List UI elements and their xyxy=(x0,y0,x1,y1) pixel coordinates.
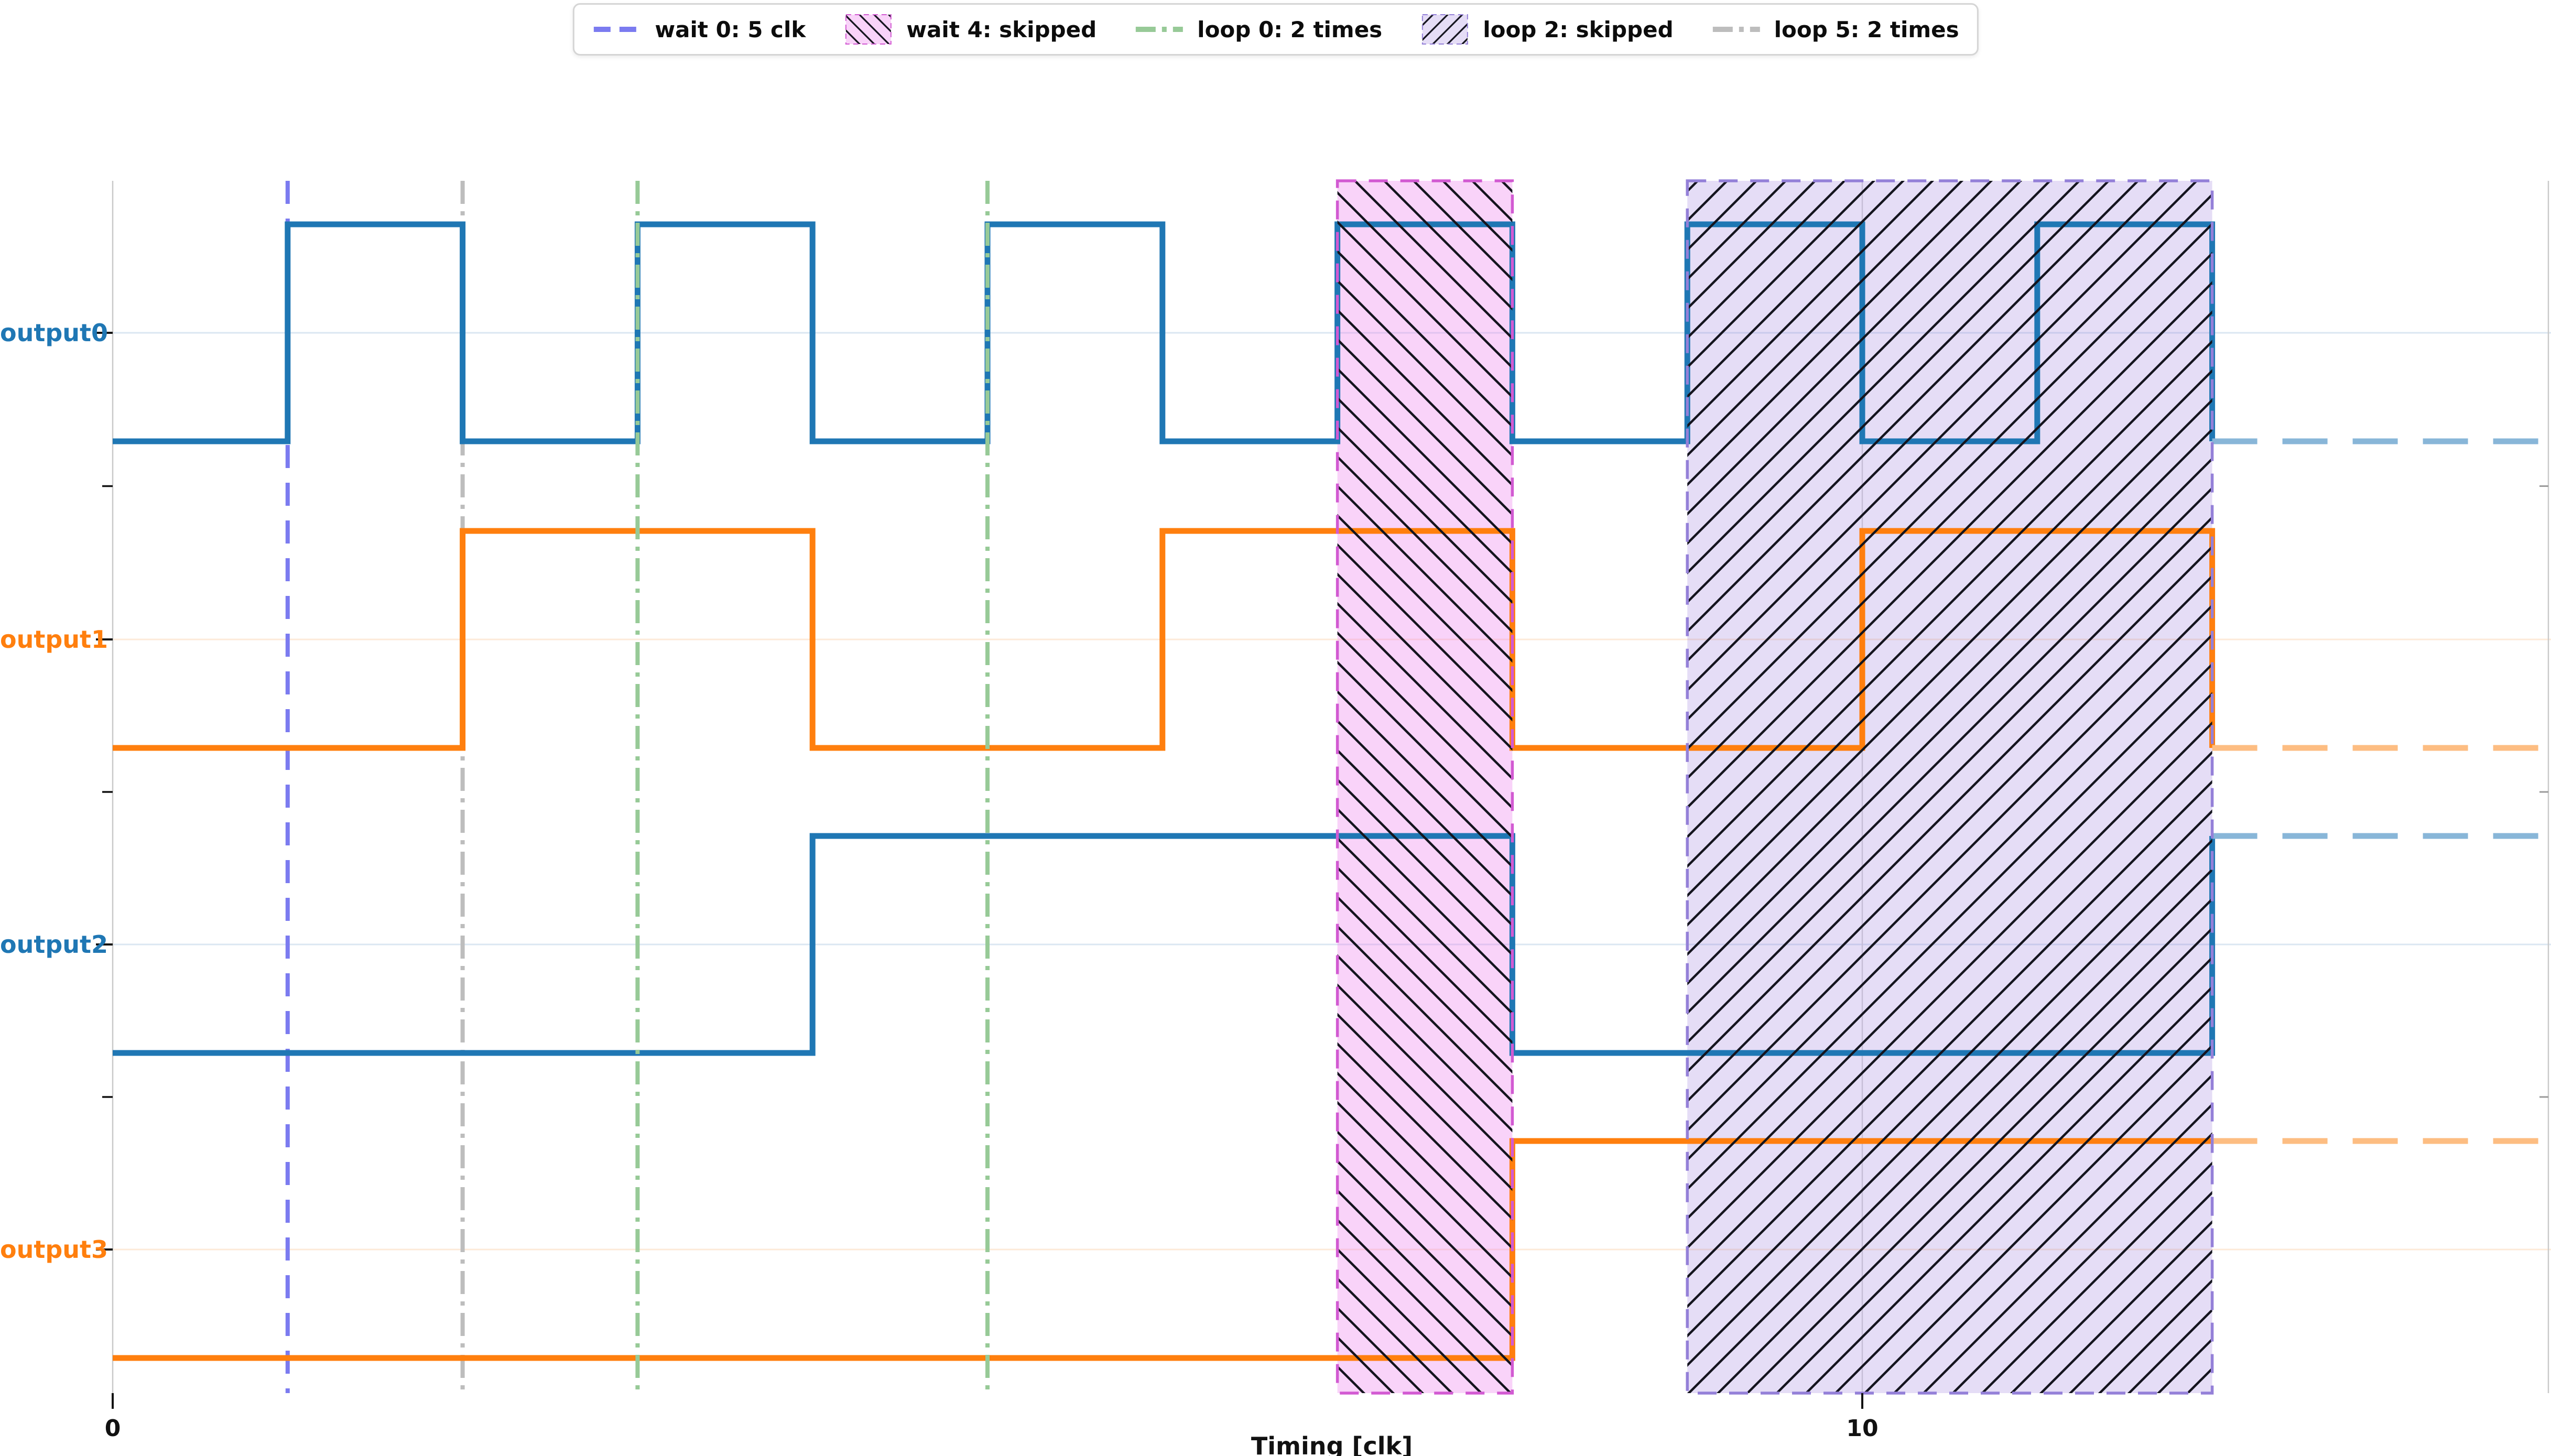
x-axis-title: Timing [clk] xyxy=(1251,1432,1413,1456)
legend: wait 0: 5 clk wait 4: skipped loop 0: 2 … xyxy=(572,3,1979,56)
y-axis-label-output2: output2 xyxy=(0,930,108,959)
legend-marker-slash-hatch-patch-icon xyxy=(1422,14,1469,45)
legend-item-label: loop 0: 2 times xyxy=(1197,16,1383,42)
y-axis-label-output0: output0 xyxy=(0,319,108,347)
region-border-loop2 xyxy=(1686,179,2214,1395)
x-tick-label-10: 10 xyxy=(1846,1415,1879,1442)
legend-item-label: wait 4: skipped xyxy=(906,16,1097,42)
y-axis-label-output1: output1 xyxy=(0,625,108,654)
legend-item-label: loop 2: skipped xyxy=(1483,16,1674,42)
legend-marker-dashdot-line-icon xyxy=(1136,27,1184,32)
y-axis-label-output3: output3 xyxy=(0,1235,108,1264)
x-tick-label-0: 0 xyxy=(104,1415,121,1442)
legend-item-wait4: wait 4: skipped xyxy=(843,13,1097,46)
legend-item-wait0: wait 0: 5 clk xyxy=(592,13,806,46)
legend-item-loop2: loop 2: skipped xyxy=(1420,13,1674,46)
legend-marker-dashed-line-icon xyxy=(593,27,641,32)
legend-item-label: loop 5: 2 times xyxy=(1774,16,1959,42)
legend-marker-backslash-hatch-patch-icon xyxy=(845,14,892,45)
legend-marker-dashdot-line-gray-icon xyxy=(1712,27,1760,32)
legend-item-loop5: loop 5: 2 times xyxy=(1711,13,1959,46)
legend-item-loop0: loop 0: 2 times xyxy=(1134,13,1382,46)
legend-item-label: wait 0: 5 clk xyxy=(655,16,806,42)
region-hatch-wait4 xyxy=(1337,181,1513,1393)
region-hatch-loop2 xyxy=(1687,181,2212,1393)
